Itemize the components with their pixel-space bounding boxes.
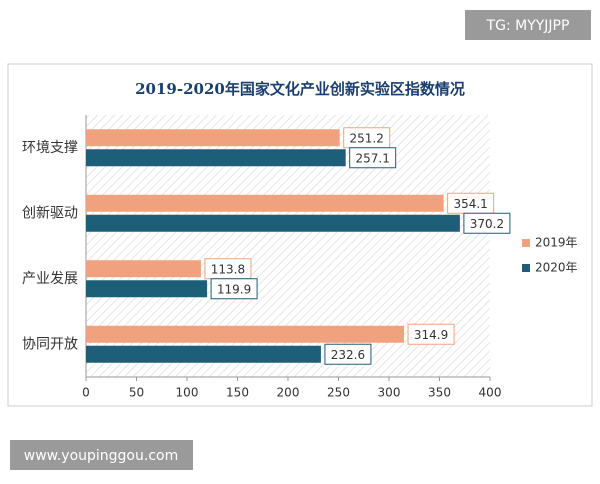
bar	[86, 129, 340, 147]
value-label: 370.2	[470, 217, 504, 231]
value-label-box	[407, 323, 455, 345]
value-label: 232.6	[331, 348, 365, 362]
x-tick-label: 400	[479, 386, 502, 400]
chart-title: 2019-2020年国家文化产业创新实验区指数情况	[135, 80, 465, 98]
x-tick-label: 50	[129, 386, 144, 400]
x-tick-label: 350	[428, 386, 451, 400]
value-label: 113.8	[211, 262, 245, 276]
value-label-box	[324, 343, 372, 365]
value-label: 251.2	[350, 131, 384, 145]
x-tick-label: 150	[226, 386, 249, 400]
x-tick-label: 250	[327, 386, 350, 400]
watermark: www.youpinggou.com	[24, 448, 178, 464]
value-label: 354.1	[453, 197, 487, 211]
y-tick-label: 环境支撑	[22, 140, 78, 156]
value-label: 257.1	[355, 151, 389, 165]
bar	[86, 280, 208, 298]
value-label: 314.9	[414, 328, 448, 342]
x-tick-label: 100	[176, 386, 199, 400]
bar	[86, 214, 460, 232]
value-label-box	[349, 147, 397, 169]
x-tick-label: 200	[277, 386, 300, 400]
watermark: TG: MYYJJPP	[486, 18, 570, 34]
bar	[86, 325, 405, 343]
legend-label: 2019年	[535, 236, 578, 250]
x-tick-label: 300	[378, 386, 401, 400]
y-tick-label: 协同开放	[22, 336, 78, 352]
value-label: 119.9	[217, 282, 251, 296]
legend-swatch	[522, 239, 530, 247]
x-tick-label: 0	[82, 386, 90, 400]
bar	[86, 194, 444, 212]
value-label-box	[210, 278, 258, 300]
legend-swatch	[522, 264, 530, 272]
y-tick-label: 创新驱动	[22, 205, 78, 221]
watermark-box	[10, 440, 193, 470]
bar	[86, 260, 201, 278]
value-label-box	[463, 212, 511, 234]
bar	[86, 345, 321, 363]
legend-label: 2020年	[535, 261, 578, 275]
bar	[86, 149, 346, 167]
y-tick-label: 产业发展	[22, 271, 78, 287]
watermark-box	[465, 10, 591, 40]
